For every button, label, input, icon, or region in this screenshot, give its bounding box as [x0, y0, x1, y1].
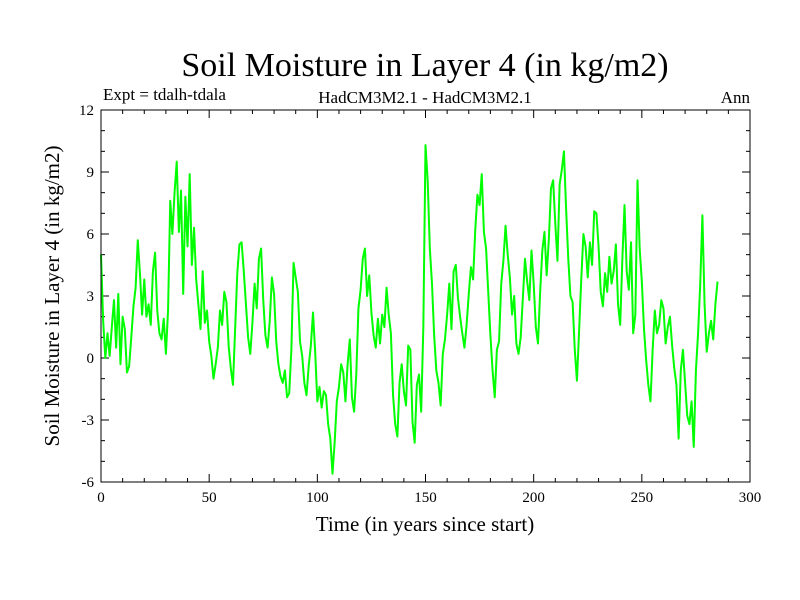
- y-tick-labels: -6 -3 0 3 6 9 12: [79, 103, 95, 491]
- x-tick-label: 100: [306, 490, 329, 506]
- y-tick-label: 0: [87, 351, 95, 367]
- x-tick-label: 200: [522, 490, 545, 506]
- x-tick-label: 250: [631, 490, 654, 506]
- x-axis-label: Time (in years since start): [316, 512, 535, 536]
- x-tick-labels: 0 50 100 150 200 250 300: [97, 490, 761, 506]
- y-tick-label: 9: [87, 165, 95, 181]
- chart-title: Soil Moisture in Layer 4 (in kg/m2): [181, 47, 668, 84]
- x-tick-label: 0: [97, 490, 105, 506]
- data-series-line: [100, 144, 719, 475]
- plot-frame: [100, 109, 751, 483]
- experiment-label: Expt = tdalh-tdala: [103, 85, 226, 104]
- season-label: Ann: [721, 88, 751, 107]
- model-label: HadCM3M2.1 - HadCM3M2.1: [318, 88, 531, 107]
- x-tick-label: 300: [739, 490, 762, 506]
- y-tick-label: -6: [82, 475, 95, 491]
- x-tick-label: 50: [202, 490, 217, 506]
- y-tick-label: 12: [79, 103, 94, 119]
- y-tick-label: 6: [87, 227, 95, 243]
- y-tick-label: 3: [87, 289, 95, 305]
- y-tick-label: -3: [82, 413, 95, 429]
- y-axis-label: Soil Moisture in Layer 4 (in kg/m2): [40, 146, 64, 447]
- x-tick-label: 150: [414, 490, 437, 506]
